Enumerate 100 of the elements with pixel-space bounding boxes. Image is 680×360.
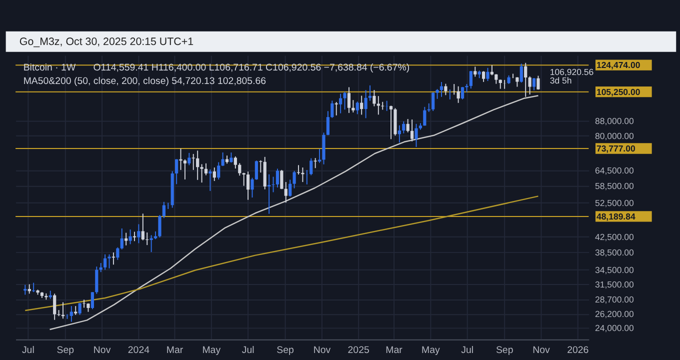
y-tick-label: 26,200.00 <box>595 309 634 320</box>
candlestick <box>196 150 200 180</box>
candlestick <box>254 160 258 180</box>
candlestick <box>486 67 490 82</box>
candlestick <box>334 102 338 116</box>
candlestick <box>116 246 120 260</box>
candlestick <box>402 120 406 134</box>
y-tick-label: 52,500.00 <box>595 198 634 208</box>
candlestick <box>78 302 82 316</box>
candlestick <box>141 213 144 241</box>
candlestick <box>183 158 187 180</box>
x-tick-label: 2024 <box>128 344 150 356</box>
candlestick <box>494 74 498 84</box>
candlestick <box>532 78 536 91</box>
candlestick <box>498 79 502 90</box>
candlestick <box>208 168 212 192</box>
y-tick-label: 80,000.00 <box>595 130 634 141</box>
candlestick <box>444 83 448 96</box>
y-tick-label: 58,500.00 <box>595 180 634 191</box>
candlestick <box>398 124 401 144</box>
x-tick-label: Sep <box>56 344 74 356</box>
y-tick-label: 88,000.00 <box>595 116 634 126</box>
text: O114,559.41 H116,400.00 L106,716.71 C106,920.56 −7,638.84 (−6.67%) <box>93 62 410 74</box>
y-tick-label: 38,500.00 <box>595 248 634 258</box>
x-tick-label: May <box>202 344 221 356</box>
candlestick <box>221 152 224 167</box>
x-tick-label: Mar <box>386 344 404 356</box>
candlestick <box>230 152 233 164</box>
x-tick-label: Jul <box>242 344 254 356</box>
candlestick <box>347 86 351 114</box>
candlestick <box>423 106 426 126</box>
y-tick-label: 24,000.00 <box>595 323 634 334</box>
x-tick-label: Nov <box>93 344 111 356</box>
y-tick-label: 42,500.00 <box>595 232 634 242</box>
text: Go_M3z, Oct 30, 2025 20:15 UTC+1 <box>19 36 194 48</box>
y-tick-label: 31,500.00 <box>595 280 634 290</box>
annotation: 106,920.56 <box>550 66 594 77</box>
candlestick <box>268 174 271 214</box>
candlestick <box>288 179 292 198</box>
candlestick <box>99 262 102 273</box>
candlestick <box>318 148 322 164</box>
line-series <box>24 196 539 312</box>
candlestick <box>460 86 464 100</box>
candlestick <box>272 176 275 193</box>
candlestick <box>352 100 355 113</box>
candlestick <box>250 177 254 198</box>
candlestick <box>174 158 178 185</box>
x-tick-label: Nov <box>313 344 331 356</box>
candlestick <box>528 76 532 95</box>
candlestick <box>90 292 94 310</box>
candlestick <box>132 231 136 242</box>
candlestick <box>376 96 380 116</box>
candlestick <box>474 66 477 78</box>
candlestick <box>238 162 242 176</box>
x-tick-label: Nov <box>532 344 550 356</box>
candlestick <box>360 95 364 116</box>
x-tick-label: Jul <box>22 344 34 356</box>
candlestick <box>212 167 216 182</box>
candlestick <box>53 293 56 320</box>
candlestick <box>104 254 107 270</box>
candlestick <box>242 172 246 186</box>
candlestick <box>389 105 393 140</box>
candlestick <box>137 224 140 244</box>
candlestick <box>520 63 523 84</box>
candlestick <box>292 170 296 189</box>
candlestick <box>82 299 86 308</box>
line-series <box>49 94 539 330</box>
candlestick <box>108 254 111 269</box>
candlestick <box>452 84 456 96</box>
candlestick <box>162 201 166 219</box>
candlestick <box>246 171 250 200</box>
candlestick <box>469 70 472 90</box>
ref-line-label: 73,777.00 <box>596 143 636 154</box>
candlestick <box>200 164 204 184</box>
candlestick <box>234 156 237 170</box>
candlestick <box>326 110 330 136</box>
candlestick <box>436 88 439 100</box>
candlestick <box>339 93 342 114</box>
candlestick <box>356 101 359 115</box>
candlestick <box>204 162 208 176</box>
candlestick <box>410 119 414 142</box>
text: Bitcoin · 1W <box>23 62 76 74</box>
candlestick <box>259 160 262 174</box>
x-tick-label: 2026 <box>567 344 589 356</box>
candlestick <box>314 158 317 169</box>
candlestick <box>427 102 430 112</box>
candlestick <box>192 153 195 170</box>
candlestick <box>385 100 388 112</box>
x-tick-label: Sep <box>496 344 514 356</box>
annotation: 3d 5h <box>550 76 572 86</box>
candlestick <box>296 164 300 175</box>
candlestick <box>330 100 334 118</box>
candlestick <box>524 62 528 98</box>
candlestick <box>414 123 418 148</box>
candlestick <box>432 92 435 112</box>
ref-line-label: 124,474.00 <box>596 60 640 70</box>
x-tick-label: Jul <box>461 344 474 356</box>
candlestick <box>310 158 313 176</box>
candlestick <box>128 229 132 245</box>
candlestick <box>516 76 519 88</box>
